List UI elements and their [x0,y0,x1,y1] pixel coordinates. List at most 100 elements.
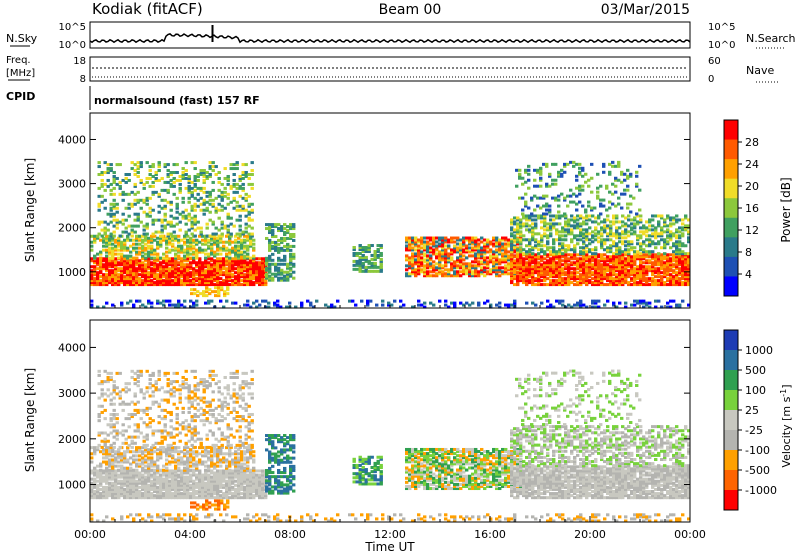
power-cell [564,228,567,231]
power-cell [179,229,182,232]
power-cell [206,175,209,178]
power-cell [283,275,286,278]
power-cell [98,187,101,190]
power-cell [268,223,271,226]
power-cell [194,175,197,178]
power-cell [525,261,528,264]
power-cell [575,163,578,166]
power-cell [591,281,594,284]
power-cell [587,205,590,208]
power-cell [177,261,180,264]
power-cell [615,273,618,276]
power-cell [221,209,224,212]
power-cell [362,254,365,257]
colorbar-tick-label: 8 [745,246,752,259]
power-cell [549,222,552,225]
power-cell [206,171,209,174]
power-cell [246,300,249,303]
power-cell [188,175,191,178]
power-cell [525,238,528,241]
power-cell [171,249,174,252]
power-cell [99,279,102,282]
power-cell [681,242,684,245]
power-cell [192,245,195,248]
power-cell [626,175,629,178]
power-cell [251,183,254,186]
power-cell [134,213,137,216]
power-cell [645,253,648,256]
power-cell [108,247,111,250]
power-cell [134,173,137,176]
power-cell [353,268,356,271]
power-cell [265,267,268,270]
power-cell [125,231,128,234]
power-cell [525,250,528,253]
power-cell [111,269,114,272]
power-cell [498,302,501,305]
power-cell [110,189,113,192]
power-cell [152,219,155,222]
power-cell [188,201,191,204]
power-cell [170,171,173,174]
power-cell [465,237,468,240]
power-cell [543,250,546,253]
power-cell [633,222,636,225]
power-cell [183,263,186,266]
power-cell [603,224,606,227]
power-cell [225,241,228,244]
power-cell [98,203,101,206]
power-cell [192,259,195,262]
power-cell [271,229,274,232]
power-cell [217,286,220,289]
power-cell [204,269,207,272]
power-cell [110,213,113,216]
power-cell [224,177,227,180]
power-cell [243,245,246,248]
power-cell [456,264,459,267]
power-cell [132,243,135,246]
power-cell [606,218,609,221]
power-cell [542,205,545,208]
power-cell [125,227,128,230]
power-cell [227,203,230,206]
power-cell [185,161,188,164]
power-cell [113,235,116,238]
power-cell [587,179,590,182]
y-tick-label: 1000 [58,266,86,279]
power-cell [141,255,144,258]
power-cell [681,300,684,303]
power-cell [657,300,660,303]
power-cell [221,233,224,236]
power-cell [239,219,242,222]
velocity-cell [93,490,96,493]
power-cell [149,215,152,218]
power-cell [204,257,207,260]
power-cell [545,203,548,206]
power-cell [359,256,362,259]
power-cell [546,300,549,303]
power-cell [138,273,141,276]
power-cell [567,228,570,231]
power-cell [101,179,104,182]
power-cell [195,269,198,272]
velocity-cell [192,480,195,483]
power-cell [146,181,149,184]
power-cell [420,246,423,249]
power-cell [480,266,483,269]
power-cell [660,271,663,274]
power-cell [675,228,678,231]
power-cell [116,207,119,210]
velocity-cell [156,476,159,479]
power-cell [245,209,248,212]
power-cell [534,253,537,256]
power-cell [477,260,480,263]
power-cell [606,273,609,276]
velocity-cell [195,496,198,499]
velocity-cell [198,469,201,472]
power-cell [593,207,596,210]
power-cell [591,271,594,274]
power-cell [666,214,669,217]
power-cell [438,300,441,303]
power-cell [453,270,456,273]
power-cell [546,222,549,225]
